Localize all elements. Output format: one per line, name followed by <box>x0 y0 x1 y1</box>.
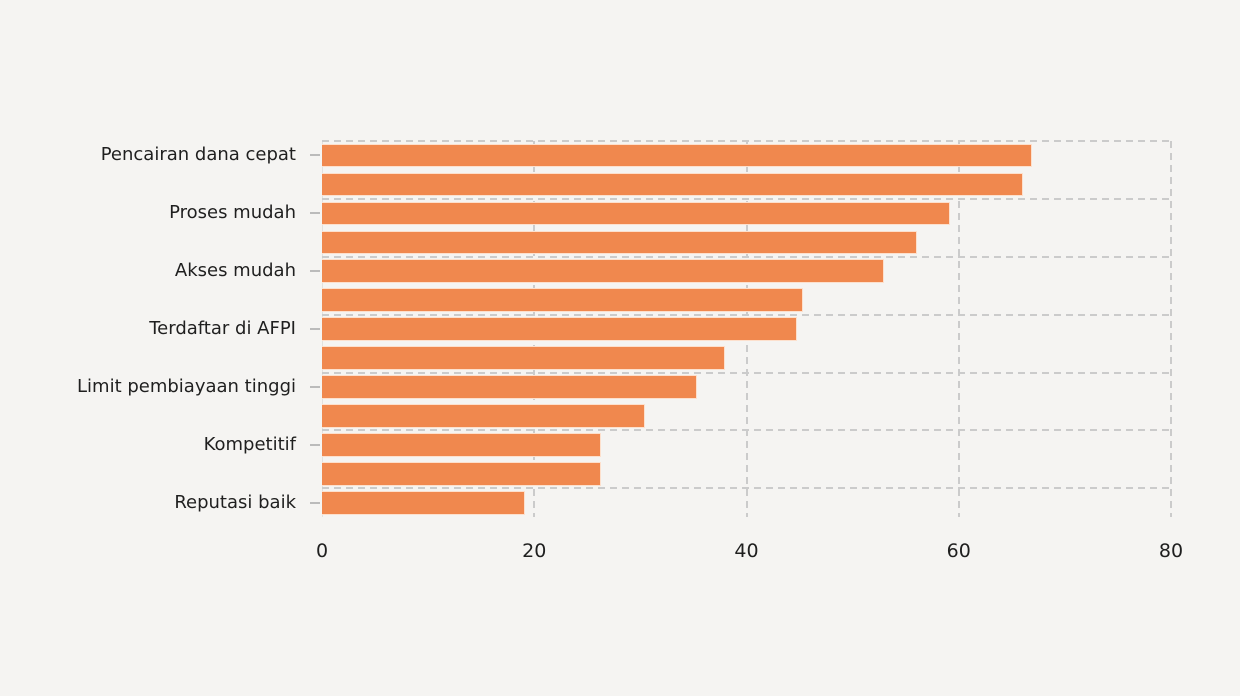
y-tick-mark <box>310 385 320 388</box>
category-label: Reputasi baik <box>174 491 296 513</box>
category-label: Kompetitif <box>203 433 296 455</box>
y-tick-mark <box>310 501 320 504</box>
bar-unlabeled-3 <box>322 230 918 255</box>
bar-proses-mudah <box>322 201 951 226</box>
bar-akses-mudah <box>322 259 885 283</box>
h-gridline <box>322 487 1171 490</box>
v-gridline-80 <box>1170 141 1172 517</box>
h-gridline <box>322 255 1171 258</box>
x-tick-label-20: 20 <box>522 540 547 562</box>
y-tick-mark <box>310 270 320 273</box>
y-tick-mark <box>310 212 320 215</box>
bar-unlabeled-7 <box>322 346 726 370</box>
category-label: Proses mudah <box>169 202 296 224</box>
v-gridline-60 <box>957 141 960 517</box>
category-label: Limit pembiayaan tinggi <box>77 375 296 397</box>
x-tick-label-40: 40 <box>734 540 759 562</box>
category-label: Terdaftar di AFPI <box>149 318 296 340</box>
h-gridline <box>322 140 1171 142</box>
x-tick-label-0: 0 <box>315 540 329 562</box>
x-tick-label-80: 80 <box>1158 540 1184 562</box>
bar-kompetitif <box>322 433 602 457</box>
bar-unlabeled-11 <box>322 462 602 486</box>
category-label: Pencairan dana cepat <box>100 144 296 166</box>
bar-unlabeled-5 <box>322 288 803 312</box>
bar-pencairan-dana-cepat <box>322 143 1032 168</box>
x-tick-label-60: 60 <box>946 540 971 562</box>
h-gridline <box>322 313 1171 316</box>
h-gridline <box>322 429 1171 432</box>
bar-terdaftar-di-afpi <box>322 317 798 341</box>
bar-limit-pembiayaan-tinggi <box>322 375 697 399</box>
y-tick-mark <box>310 154 320 157</box>
category-label: Akses mudah <box>174 260 296 282</box>
bar-unlabeled-9 <box>322 404 645 428</box>
h-gridline <box>322 371 1171 374</box>
plot-area <box>322 140 1172 517</box>
y-tick-mark <box>310 443 320 446</box>
h-gridline <box>322 197 1171 200</box>
bar-reputasi-baik <box>322 491 525 515</box>
y-tick-mark <box>310 328 320 331</box>
bar-unlabeled-1 <box>322 172 1024 197</box>
